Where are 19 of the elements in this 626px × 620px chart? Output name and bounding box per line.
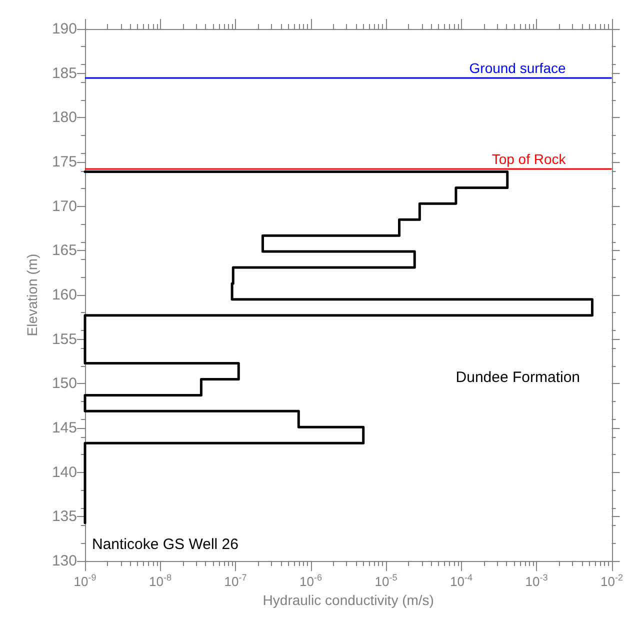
y-tick-label: 155: [52, 330, 77, 348]
annotation: Nanticoke GS Well 26: [92, 536, 238, 553]
y-tick-label: 180: [52, 109, 77, 126]
ref-line-label: Ground surface: [469, 60, 566, 76]
y-tick-label: 140: [52, 464, 77, 481]
y-tick-label: 185: [52, 64, 77, 82]
y-axis-title: Elevation (m): [24, 254, 40, 336]
y-tick-label: 130: [52, 552, 77, 570]
y-tick-label: 160: [52, 286, 77, 304]
y-tick-label: 190: [52, 20, 77, 38]
ref-line-label: Top of Rock: [492, 151, 567, 168]
y-tick-label: 135: [52, 508, 77, 526]
y-tick-label: 175: [52, 154, 77, 170]
annotation: Dundee Formation: [456, 369, 580, 386]
x-axis-title: Hydraulic conductivity (m/s): [262, 592, 434, 608]
y-tick-label: 150: [52, 375, 77, 392]
y-tick-label: 170: [52, 198, 77, 215]
y-tick-label: 165: [52, 242, 77, 260]
y-tick-label: 145: [52, 420, 77, 436]
